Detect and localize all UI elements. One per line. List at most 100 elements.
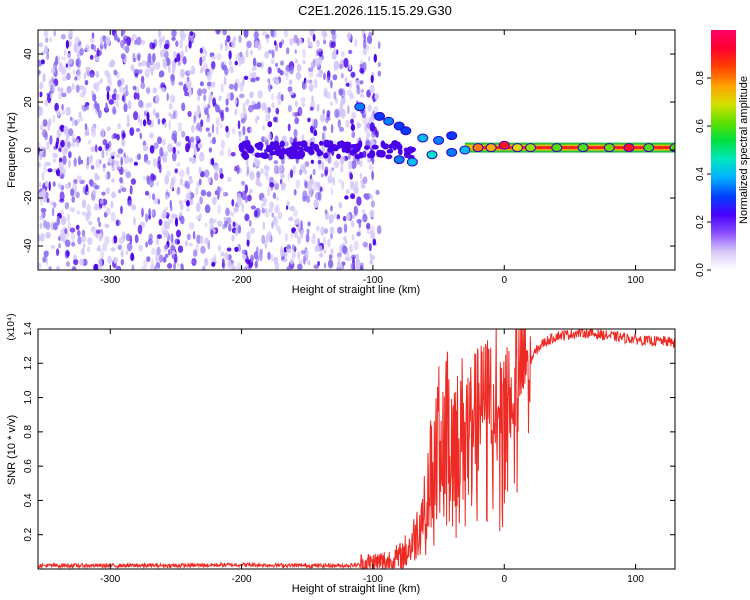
noise-dot	[225, 44, 229, 52]
noise-dot	[245, 50, 249, 58]
noise-dot	[44, 44, 48, 54]
noise-dot	[312, 233, 316, 238]
noise-dot	[305, 233, 310, 243]
noise-dot	[330, 30, 336, 35]
noise-dot	[88, 155, 93, 166]
noise-dot	[164, 121, 167, 128]
noise-dot	[96, 229, 101, 235]
noise-dot	[369, 252, 373, 258]
noise-dot	[164, 150, 169, 157]
noise-dot	[223, 76, 227, 86]
noise-dot	[275, 196, 279, 201]
noise-dot	[217, 204, 222, 215]
noise-dot	[166, 222, 170, 230]
noise-dot	[339, 101, 344, 111]
noise-dot	[207, 81, 212, 87]
noise-dot	[40, 199, 43, 206]
noise-dot	[126, 122, 131, 127]
noise-dot	[55, 265, 61, 270]
noise-dot	[240, 117, 246, 124]
x-tick-label: -300	[100, 275, 120, 286]
noise-dot	[349, 172, 354, 180]
noise-dot	[235, 228, 239, 237]
noise-dot	[140, 82, 146, 90]
noise-dot	[261, 234, 266, 244]
noise-dot	[70, 142, 76, 148]
noise-dot	[128, 157, 134, 163]
noise-dot	[168, 112, 172, 117]
noise-dot	[149, 42, 153, 50]
noise-dot	[260, 61, 264, 69]
noise-dot	[231, 199, 235, 207]
noise-dot	[296, 63, 302, 72]
noise-dot	[73, 259, 79, 266]
trace-point	[643, 143, 655, 153]
noise-dot	[316, 39, 320, 47]
noise-dot	[71, 133, 75, 142]
noise-dot	[217, 220, 223, 227]
noise-dot	[99, 159, 102, 165]
noise-dot	[174, 168, 178, 174]
noise-dot	[38, 262, 42, 269]
noise-dot	[353, 240, 359, 251]
noise-dot	[149, 66, 153, 73]
noise-dot	[102, 163, 107, 169]
noise-dot	[216, 53, 222, 61]
noise-dot	[373, 106, 379, 113]
noise-dot	[120, 205, 123, 215]
noise-dot	[351, 131, 356, 139]
noise-dot	[176, 149, 181, 155]
noise-dot	[340, 164, 344, 174]
noise-dot	[71, 117, 75, 127]
noise-dot	[346, 32, 351, 40]
noise-dot	[284, 233, 289, 242]
noise-dot	[174, 57, 178, 63]
noise-dot	[130, 252, 135, 261]
noise-dot	[110, 247, 116, 252]
noise-dot	[78, 111, 82, 119]
noise-dot	[125, 90, 129, 96]
noise-dot	[92, 226, 95, 231]
noise-dot	[270, 30, 275, 38]
noise-dot	[52, 222, 59, 231]
band-dot	[392, 141, 399, 149]
noise-dot	[341, 180, 344, 190]
noise-dot	[308, 79, 313, 84]
noise-dot	[71, 241, 76, 247]
x-tick-label: -200	[232, 275, 252, 286]
noise-dot	[100, 78, 103, 83]
noise-dot	[350, 262, 355, 270]
noise-dot	[196, 122, 202, 131]
noise-dot	[212, 136, 216, 145]
noise-dot	[137, 53, 141, 62]
noise-dot	[145, 213, 149, 223]
noise-dot	[222, 30, 227, 36]
noise-dot	[287, 123, 291, 132]
noise-dot	[187, 70, 193, 75]
noise-dot	[343, 223, 348, 234]
noise-dot	[207, 132, 212, 138]
noise-dot	[143, 259, 148, 267]
noise-dot	[199, 47, 203, 54]
band-dot	[368, 150, 376, 158]
noise-dot	[294, 117, 300, 125]
noise-dot	[43, 196, 47, 203]
noise-dot	[82, 243, 86, 248]
noise-dot	[123, 102, 128, 113]
noise-dot	[218, 95, 222, 101]
noise-dot	[60, 216, 67, 226]
y-tick-label: 40	[23, 48, 34, 60]
noise-dot	[250, 227, 255, 235]
noise-dot	[167, 249, 171, 256]
y-tick-label: 1.0	[23, 390, 34, 404]
noise-dot	[156, 237, 159, 246]
noise-dot	[176, 162, 181, 167]
noise-dot	[108, 99, 114, 105]
trace-point	[383, 116, 395, 126]
noise-dot	[348, 160, 353, 170]
noise-dot	[326, 76, 331, 83]
noise-dot	[172, 130, 178, 138]
noise-dot	[88, 139, 91, 145]
noise-dot	[146, 111, 150, 122]
noise-dot	[60, 66, 67, 76]
